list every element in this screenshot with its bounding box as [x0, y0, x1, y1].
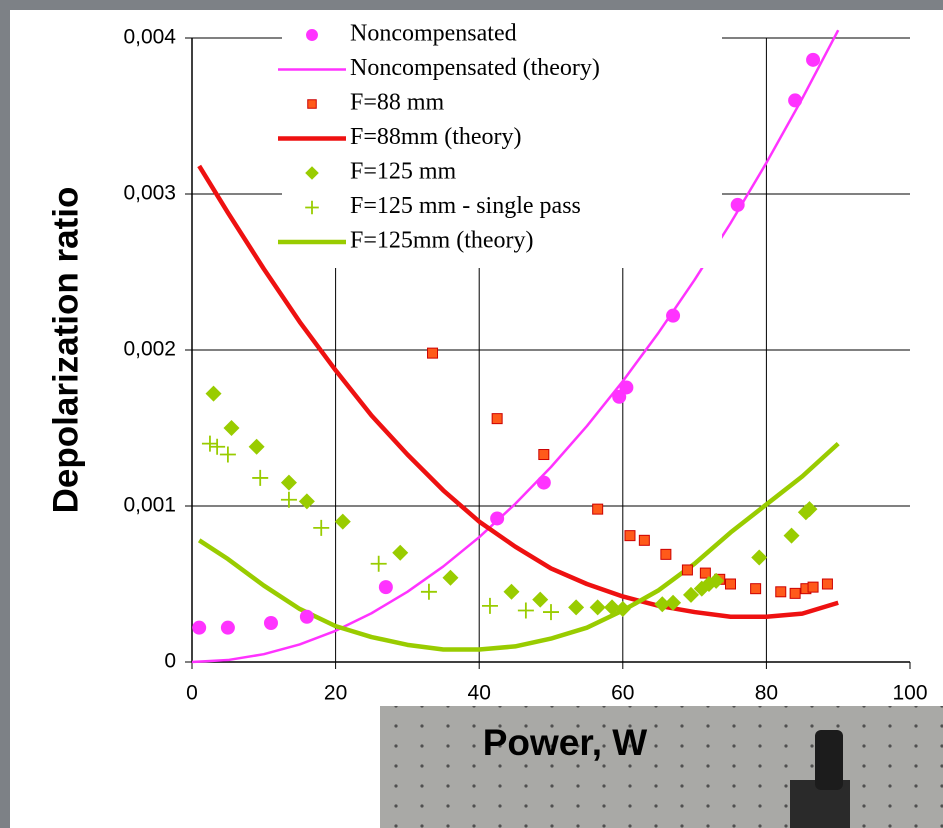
point: [589, 599, 606, 616]
legend-marker: [306, 29, 318, 41]
point: [532, 591, 549, 608]
point: [538, 449, 550, 461]
y-tick-label: 0,002: [123, 338, 176, 361]
point: [442, 569, 459, 586]
point: [219, 446, 236, 463]
y-axis-title: Depolarization ratio: [46, 187, 85, 514]
point: [783, 527, 800, 544]
point: [619, 380, 634, 395]
point: [490, 511, 505, 526]
point: [205, 385, 222, 402]
point: [280, 474, 297, 491]
theory-line: [197, 164, 839, 620]
point: [660, 548, 672, 560]
point: [420, 583, 437, 600]
x-tick-label: 20: [324, 682, 347, 705]
legend-label: F=88mm (theory): [350, 124, 522, 150]
point: [750, 583, 762, 595]
point: [220, 620, 235, 635]
point: [725, 578, 736, 590]
point: [683, 586, 700, 603]
point: [708, 572, 725, 589]
point: [263, 616, 278, 630]
x-axis-title: Power, W: [483, 722, 648, 763]
point: [614, 600, 631, 617]
point: [807, 581, 819, 593]
x-tick-label: 100: [892, 682, 927, 705]
y-tick-label: 0,003: [123, 182, 176, 205]
point: [427, 347, 439, 359]
y-tick-label: 0: [164, 650, 176, 673]
point: [517, 602, 534, 619]
legend-marker: [307, 99, 317, 109]
point: [543, 604, 559, 621]
point: [370, 555, 387, 572]
point: [624, 530, 636, 542]
x-tick-label: 40: [468, 682, 491, 705]
point: [821, 578, 833, 590]
point: [592, 503, 604, 515]
point: [789, 587, 801, 599]
point: [491, 413, 503, 425]
point: [638, 534, 650, 546]
point: [730, 197, 745, 212]
theory-line: [191, 29, 840, 664]
point: [252, 469, 269, 486]
point: [604, 599, 621, 616]
point: [665, 594, 682, 611]
legend-label: F=125mm (theory): [350, 228, 534, 254]
legend-marker: [305, 166, 319, 180]
point: [299, 609, 314, 624]
legend-label: F=125 mm: [350, 159, 457, 185]
point: [699, 567, 711, 579]
point: [223, 420, 240, 436]
point: [751, 549, 768, 566]
point: [681, 564, 693, 576]
legend: Noncompensated Noncompensated (theory) F=8…: [278, 18, 722, 268]
point: [313, 519, 330, 536]
legend-marker: [305, 200, 319, 215]
point: [378, 580, 393, 595]
photo: [380, 706, 943, 828]
point: [201, 435, 218, 452]
point: [568, 599, 585, 616]
x-tick-label: 60: [611, 682, 634, 705]
plot-area: 0 0,001 0,002 0,003 0,004 0 20 40 60 80 100 Noncomp…: [123, 18, 928, 705]
legend-label: F=88 mm: [350, 90, 445, 116]
point: [801, 501, 818, 518]
point: [481, 597, 498, 614]
point: [209, 438, 226, 455]
y-tick-label: 0,001: [123, 494, 176, 517]
point: [536, 475, 551, 490]
point: [298, 493, 315, 510]
point: [192, 620, 207, 635]
x-tick-label: 80: [755, 682, 778, 705]
point: [334, 513, 351, 530]
legend-label: Noncompensated: [350, 21, 517, 47]
x-tick-label: 0: [186, 682, 198, 705]
theory-line: [197, 441, 840, 652]
point: [392, 544, 409, 561]
point: [775, 586, 787, 598]
photo-object: [815, 730, 843, 790]
point: [788, 93, 803, 108]
legend-box: [282, 18, 722, 268]
point: [654, 596, 671, 613]
point: [666, 308, 681, 323]
legend-label: F=125 mm - single pass: [350, 193, 581, 219]
point: [806, 52, 821, 67]
point: [503, 583, 520, 600]
point: [280, 491, 297, 508]
legend-label: Noncompensated (theory): [350, 55, 600, 81]
point: [248, 438, 265, 455]
y-tick-label: 0,004: [123, 26, 176, 49]
